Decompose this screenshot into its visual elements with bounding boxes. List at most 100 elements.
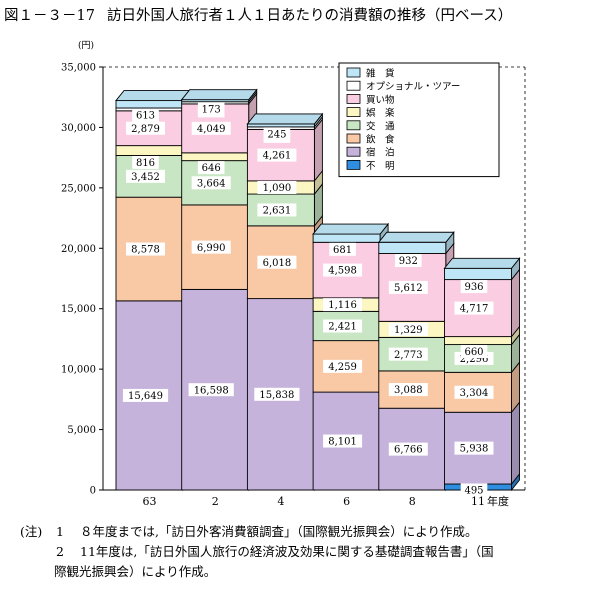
data-label: 816	[136, 158, 155, 169]
bar-segment	[312, 233, 381, 243]
data-label-bg	[254, 387, 300, 401]
data-label: 3,664	[197, 178, 226, 189]
data-label: 8,578	[131, 245, 160, 256]
legend-label: オプショナル・ツアー	[366, 82, 460, 93]
legend-swatch	[346, 133, 361, 144]
data-label-bg	[132, 108, 159, 122]
data-label-bg	[323, 319, 363, 333]
legend-label: 宿 泊	[366, 147, 395, 159]
legend-swatch	[346, 120, 361, 131]
data-label: 495	[464, 486, 483, 497]
bar-top-face	[312, 223, 390, 235]
data-label: 2,421	[328, 322, 357, 333]
data-label: 3,304	[460, 388, 489, 399]
data-label-bg	[395, 254, 422, 268]
bar-top-face	[246, 113, 324, 125]
legend-swatch	[346, 94, 361, 104]
y-tick-label: 20,000	[61, 244, 96, 255]
legend-swatch	[346, 159, 361, 170]
data-label: 1,116	[328, 300, 357, 311]
data-label-bg	[257, 180, 297, 194]
legend-swatch	[346, 67, 361, 78]
footnote-1: (注) 1 ８年度までは,「訪日外客消費額調査」（国際観光振興会）により作成。	[20, 523, 477, 540]
data-label: 3,088	[394, 385, 423, 396]
data-label-bg	[454, 441, 494, 455]
data-label: 6,018	[263, 258, 292, 269]
legend-label: 不 明	[366, 161, 395, 172]
data-label: 245	[267, 129, 286, 140]
data-label: 646	[202, 163, 221, 174]
y-tick-label: 35,000	[61, 63, 96, 74]
data-label-bg	[257, 203, 297, 217]
data-label: 8,101	[328, 437, 357, 448]
data-label: 1,329	[394, 325, 423, 336]
bar-top-face	[377, 231, 455, 243]
footnote-2-continued: 際観光振興会）により作成。	[54, 563, 216, 580]
y-unit-label: (円)	[78, 40, 94, 51]
data-label-bg	[126, 169, 165, 183]
figure-number: 図１－３－17	[4, 8, 95, 24]
data-label: 5,612	[394, 283, 423, 294]
y-tick-label: 15,000	[61, 304, 96, 315]
bar-segment	[115, 100, 184, 109]
legend	[338, 62, 500, 178]
y-tick-label: 5,000	[67, 425, 96, 436]
legend-swatch	[346, 146, 361, 157]
data-label: 15,649	[128, 391, 163, 402]
x-tick-label: 6	[343, 495, 350, 508]
legend-label: 雑 貨	[366, 68, 395, 80]
footnote-1-text: ８年度までは,「訪日外客消費額調査」（国際観光振興会）により作成。	[80, 524, 478, 539]
footnote-2: 2 11年度は,「訪日外国人旅行の経済波及効果に関する基礎調査報告書」（国	[20, 543, 494, 560]
data-label: 660	[464, 347, 483, 358]
data-label-bg	[323, 263, 363, 277]
legend-swatch	[346, 107, 361, 117]
data-label: 4,717	[460, 304, 489, 315]
data-label: 4,598	[328, 266, 357, 277]
bar-top-face	[115, 90, 192, 102]
x-tick-label: 63	[143, 495, 157, 508]
data-label: 2,296	[460, 354, 489, 365]
bar-segment	[181, 152, 250, 162]
data-label-bg	[188, 383, 234, 397]
data-label: 15,838	[259, 390, 294, 401]
data-label: 681	[333, 245, 352, 256]
footnote-label: (注)	[20, 524, 43, 539]
x-tick-label: 4	[277, 495, 284, 508]
x-axis-suffix: 年度	[487, 494, 509, 508]
data-label-bg	[122, 388, 169, 402]
footnote-2-text: 11年度は,「訪日外国人旅行の経済波及効果に関する基礎調査報告書」（国	[80, 544, 494, 559]
data-label: 1,090	[263, 183, 292, 194]
data-label-bg	[257, 255, 297, 269]
data-label-bg	[388, 322, 428, 336]
data-label-bg	[126, 242, 165, 256]
data-label: 2,631	[263, 206, 292, 217]
data-label-bg	[388, 280, 428, 294]
footnote-2-text-continued: 際観光振興会）により作成。	[54, 564, 217, 579]
data-label-bg	[388, 442, 428, 456]
bar-side-segment	[511, 268, 520, 338]
data-label: 4,261	[263, 151, 292, 162]
data-label-bg	[323, 298, 363, 312]
y-tick-label: 10,000	[61, 365, 96, 376]
data-label-bg	[460, 280, 488, 294]
bar-segment	[444, 267, 512, 281]
bar-top-face	[443, 257, 521, 269]
y-tick-label: 25,000	[61, 183, 96, 194]
data-label-bg	[460, 345, 488, 359]
bar-segment	[115, 145, 184, 156]
data-label: 4,259	[328, 362, 357, 373]
footnote-2-number: 2	[56, 544, 64, 559]
data-label: 173	[202, 104, 221, 115]
data-label-bg	[388, 347, 428, 361]
data-label-bg	[191, 121, 231, 135]
data-label-bg	[257, 148, 297, 162]
legend-label: 買い物	[366, 94, 395, 106]
data-label-bg	[329, 242, 356, 256]
figure-title-text: 訪日外国人旅行者１人１日あたりの消費額の推移（円ベース）	[106, 8, 513, 24]
x-tick-label: 11	[471, 495, 485, 508]
data-label: 4,049	[197, 124, 226, 135]
data-label-bg	[126, 121, 165, 135]
data-label: 5,938	[460, 444, 489, 455]
data-label-bg	[263, 127, 291, 141]
data-label-bg	[388, 383, 428, 397]
